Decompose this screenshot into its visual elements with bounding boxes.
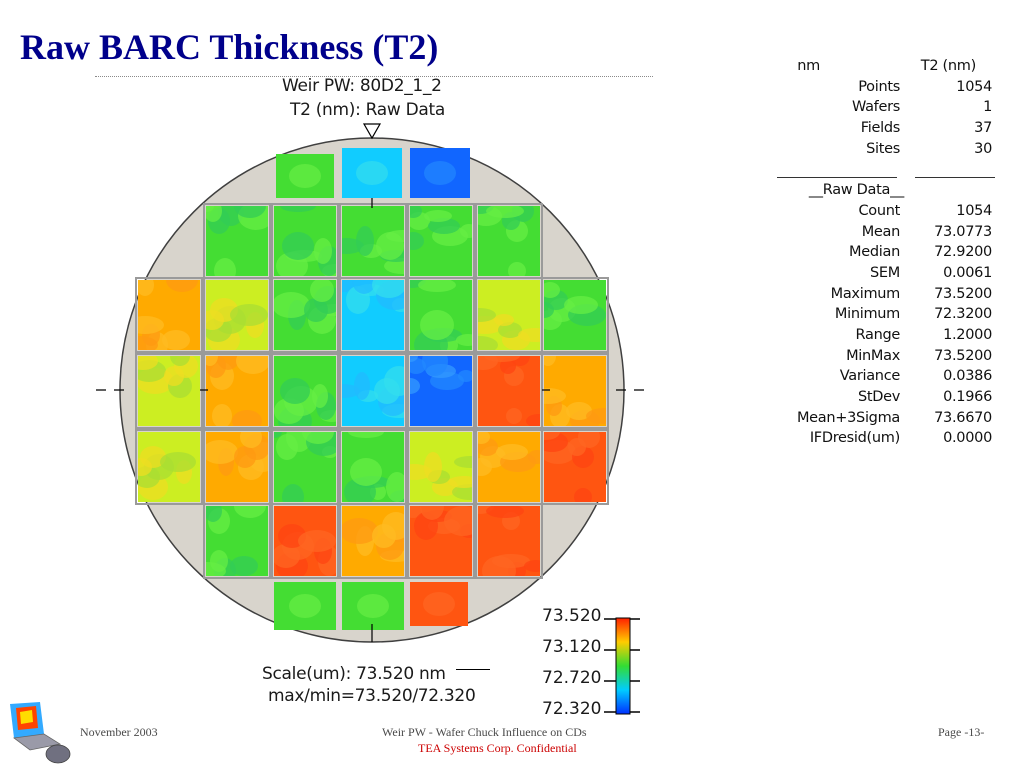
legend-tick-label: 73.520	[542, 606, 602, 626]
footer-page-number: Page -13-	[938, 725, 985, 739]
stats-label: MinMax	[846, 347, 900, 364]
stats-unit-label: nm	[797, 58, 820, 74]
stats-label: Sites	[866, 140, 900, 157]
stats-label: SEM	[870, 264, 900, 281]
stats-row: Range 1.2000	[760, 327, 1000, 348]
stats-value: 0.0386	[943, 368, 992, 385]
stats-label: StDev	[857, 389, 900, 405]
stats-value: 1054	[956, 202, 992, 219]
wafer-fields	[138, 148, 606, 630]
stats-row: Wafers 1	[760, 99, 1000, 120]
stats-row: IFDresid(um) 0.0000	[760, 430, 1000, 451]
stats-label: Fields	[860, 120, 901, 137]
wafer-map	[96, 123, 652, 670]
stats-label: Count	[858, 202, 900, 219]
stats-row: Points 1054	[760, 79, 1000, 100]
scale-line1: Scale(um): 73.520 nm	[262, 664, 446, 684]
footer-date: November 2003	[80, 725, 158, 739]
stats-row: Maximum 73.5200	[760, 286, 1000, 307]
stats-column-header: T2 (nm)	[920, 58, 977, 74]
stats-row: Mean 73.0773	[760, 224, 1000, 245]
stats-label: Minimum	[834, 306, 900, 323]
stats-value: 1	[983, 99, 992, 116]
stats-label: Points	[858, 78, 900, 95]
stats-label: Median	[849, 244, 900, 261]
wafer-header-line1: Weir PW: 80D2_1_2	[282, 76, 442, 96]
stats-row: SEM 0.0061	[760, 265, 1000, 286]
stats-value: 72.3200	[934, 306, 992, 323]
legend-tick-label: 72.320	[542, 699, 602, 719]
stats-value: 72.9200	[934, 244, 992, 261]
stats-row: Mean+3Sigma 73.6670	[760, 410, 1000, 431]
stats-row: Sites 30	[760, 141, 1000, 162]
scale-line2: max/min=73.520/72.320	[268, 686, 476, 706]
stats-row: Fields 37	[760, 120, 1000, 141]
stats-value: 0.1966	[943, 389, 992, 405]
stats-label: Maximum	[830, 285, 901, 302]
statistics-panel: nm T2 (nm) Points 1054 Wafers 1 Fields 37 S…	[760, 58, 1000, 451]
center-crosshair	[96, 198, 652, 642]
title-divider	[95, 76, 653, 77]
stats-header-row: nm T2 (nm)	[760, 58, 1000, 79]
stats-label: Mean	[861, 223, 901, 240]
stats-value: 73.6670	[934, 409, 992, 426]
stats-value: 30	[974, 140, 992, 157]
footer-title: Weir PW - Wafer Chuck Influence on CDs	[382, 725, 587, 739]
stats-row: StDev 0.1966	[760, 389, 1000, 410]
stats-row: Minimum 72.3200	[760, 306, 1000, 327]
tea-systems-logo	[10, 702, 71, 764]
legend-tick-label: 73.120	[542, 637, 602, 657]
stats-value: 0.0000	[943, 430, 992, 447]
slide-title: Raw BARC Thickness (T2)	[20, 27, 439, 67]
stats-value: 0.0061	[943, 264, 992, 281]
color-scale-legend	[604, 617, 640, 715]
stats-value: 73.5200	[934, 347, 992, 364]
footer-confidential: TEA Systems Corp. Confidential	[418, 741, 577, 755]
stats-label: Range	[855, 326, 901, 343]
stats-row: Count 1054	[760, 203, 1000, 224]
stats-label: Mean+3Sigma	[796, 409, 900, 426]
stats-separator	[760, 161, 1000, 182]
stats-label: Variance	[839, 368, 901, 385]
stats-label: IFDresid(um)	[809, 430, 900, 447]
stats-value: 1054	[956, 78, 992, 95]
stats-value: 37	[974, 120, 992, 137]
stats-row: Variance 0.0386	[760, 368, 1000, 389]
notch-marker	[362, 123, 382, 140]
stats-section-label: __Raw Data__	[808, 182, 904, 199]
field-grid	[135, 203, 609, 579]
stats-row: MinMax 73.5200	[760, 348, 1000, 369]
stats-value: 1.2000	[943, 326, 992, 343]
stats-value: 73.0773	[934, 223, 992, 240]
wafer-header-line2: T2 (nm): Raw Data	[290, 100, 445, 120]
stats-value: 73.5200	[934, 285, 992, 302]
stats-row: Median 72.9200	[760, 244, 1000, 265]
stats-section-row: __Raw Data__	[760, 182, 1000, 203]
stats-label: Wafers	[851, 99, 900, 116]
legend-tick-label: 72.720	[542, 668, 602, 688]
